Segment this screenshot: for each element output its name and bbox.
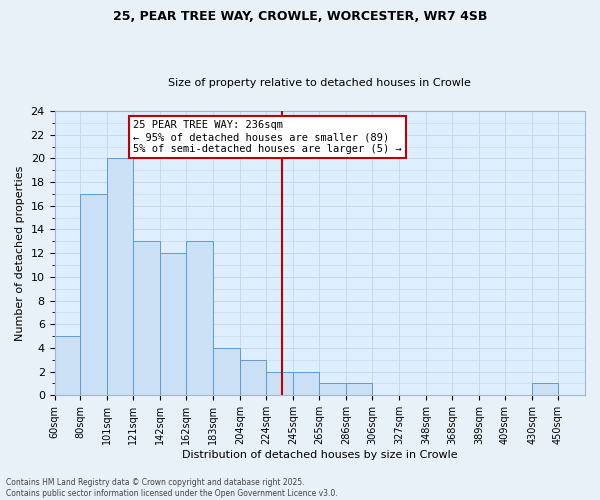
Bar <box>293 372 319 396</box>
Bar <box>266 372 293 396</box>
Bar <box>186 242 213 396</box>
Y-axis label: Number of detached properties: Number of detached properties <box>15 166 25 341</box>
Text: 25 PEAR TREE WAY: 236sqm
← 95% of detached houses are smaller (89)
5% of semi-de: 25 PEAR TREE WAY: 236sqm ← 95% of detach… <box>133 120 402 154</box>
Title: Size of property relative to detached houses in Crowle: Size of property relative to detached ho… <box>169 78 471 88</box>
Bar <box>133 242 160 396</box>
Bar <box>55 336 80 396</box>
Bar <box>241 360 266 396</box>
Bar <box>532 384 558 396</box>
Text: 25, PEAR TREE WAY, CROWLE, WORCESTER, WR7 4SB: 25, PEAR TREE WAY, CROWLE, WORCESTER, WR… <box>113 10 487 23</box>
Text: Contains HM Land Registry data © Crown copyright and database right 2025.
Contai: Contains HM Land Registry data © Crown c… <box>6 478 338 498</box>
Bar <box>107 158 133 396</box>
Bar <box>319 384 346 396</box>
Bar <box>160 253 186 396</box>
Bar <box>213 348 241 396</box>
Bar <box>80 194 107 396</box>
Bar <box>346 384 372 396</box>
X-axis label: Distribution of detached houses by size in Crowle: Distribution of detached houses by size … <box>182 450 458 460</box>
